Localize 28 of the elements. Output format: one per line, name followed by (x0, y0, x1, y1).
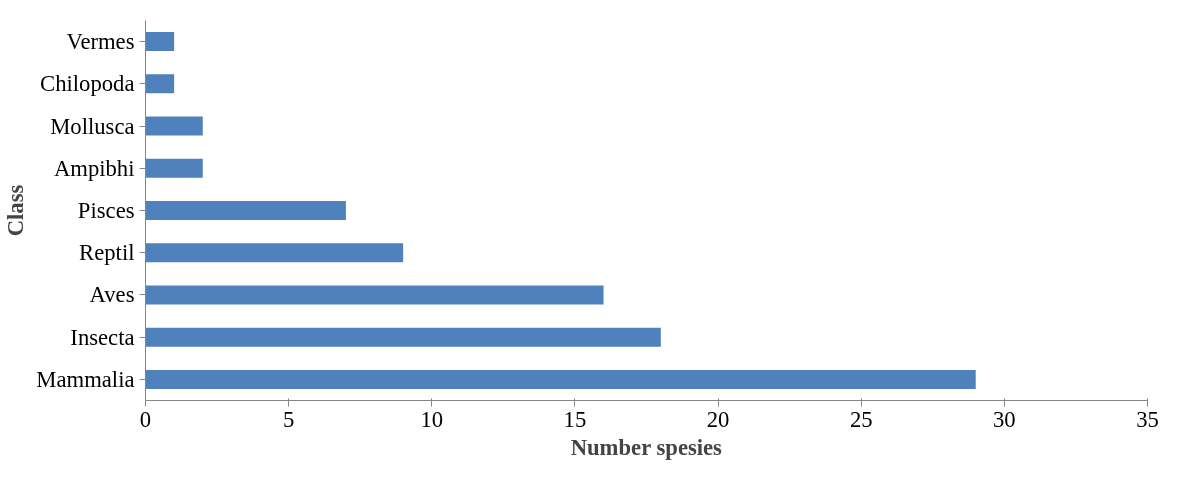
x-tick-label: 5 (282, 406, 295, 432)
y-tick-label: Vermes (66, 29, 135, 55)
y-tick-label: Reptil (79, 240, 135, 266)
x-tick-label: 25 (849, 406, 873, 432)
x-tick-label: 35 (1136, 406, 1159, 432)
x-tick-label: 0 (139, 406, 152, 432)
y-axis-title: Class (3, 184, 29, 237)
bar (145, 327, 661, 347)
y-tick-label: Aves (89, 282, 135, 308)
bar (145, 158, 203, 178)
y-tick-label: Mollusca (50, 113, 135, 139)
bar (145, 74, 175, 94)
y-tick-label: Mammalia (36, 366, 135, 392)
bar (145, 116, 203, 136)
x-axis-title: Number spesies (570, 434, 723, 460)
bar (145, 369, 976, 389)
x-tick-label: 20 (706, 406, 730, 432)
y-tick-label: Chilopoda (40, 71, 135, 97)
x-tick-label: 15 (563, 406, 587, 432)
y-tick-label: Pisces (77, 198, 135, 223)
bar (145, 201, 346, 220)
bar (145, 243, 404, 263)
y-tick-label: Ampibhi (53, 155, 135, 181)
x-tick-label: 10 (420, 406, 444, 432)
bar (145, 32, 175, 52)
y-tick-label: Insecta (70, 324, 135, 350)
x-tick-label: 30 (993, 406, 1016, 432)
bar (145, 285, 604, 305)
